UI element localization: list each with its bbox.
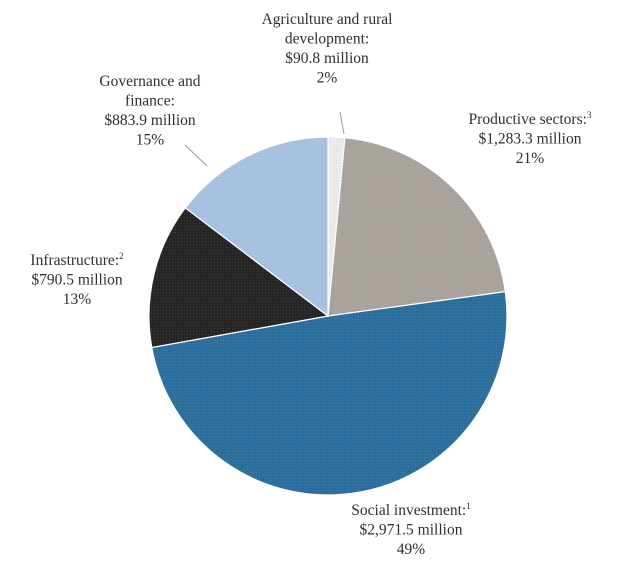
slice-productive-footnote-mark: 3 [587,110,592,120]
slice-infrastructure-label-line: $790.5 million [31,272,123,289]
slice-infrastructure-footnote-mark: 2 [119,251,124,261]
slice-infrastructure-label: Infrastructure:2 $790.5 million 13% [30,251,123,308]
slice-social-label-line: Social investment:1 [351,501,470,519]
slice-agriculture-label-line: development: [285,31,369,48]
slice-infrastructure-label-line: 13% [63,291,92,308]
slice-social-label-line: $2,971.5 million [360,522,463,539]
slice-agriculture-label-line: Agriculture and rural [262,11,393,28]
slice-governance-leader-line [184,144,208,167]
slice-governance-label-line: finance: [125,93,175,110]
slice-productive-label: Productive sectors:3 $1,283.3 million 21% [469,110,592,167]
slice-governance-label: Governance and finance: $883.9 million 15% [99,73,200,149]
leader-lines [184,111,345,167]
slice-agriculture-leader-line [339,111,345,135]
slice-infrastructure-label-line: Infrastructure:2 [30,251,123,269]
slice-governance-label-line: 15% [136,132,165,149]
slice-productive [327,137,507,317]
slice-labels: Agriculture and rural development: $90.8 m… [30,11,592,558]
slice-agriculture-label-line: $90.8 million [285,50,369,67]
slice-productive-label-line: Productive sectors:3 [469,110,592,128]
slice-agriculture-label-line: 2% [317,70,338,87]
pie-slices [148,136,508,496]
slice-social-footnote-mark: 1 [466,501,471,511]
slice-social-label-line: 49% [397,541,426,558]
slice-agriculture-label: Agriculture and rural development: $90.8 m… [262,11,393,87]
slice-productive-label-line: $1,283.3 million [479,131,582,148]
slice-social-label: Social investment:1 $2,971.5 million 49% [351,501,470,558]
slice-governance-label-line: Governance and [99,73,200,90]
slice-governance-label-line: $883.9 million [104,112,196,129]
slice-productive-label-line: 21% [516,150,545,167]
